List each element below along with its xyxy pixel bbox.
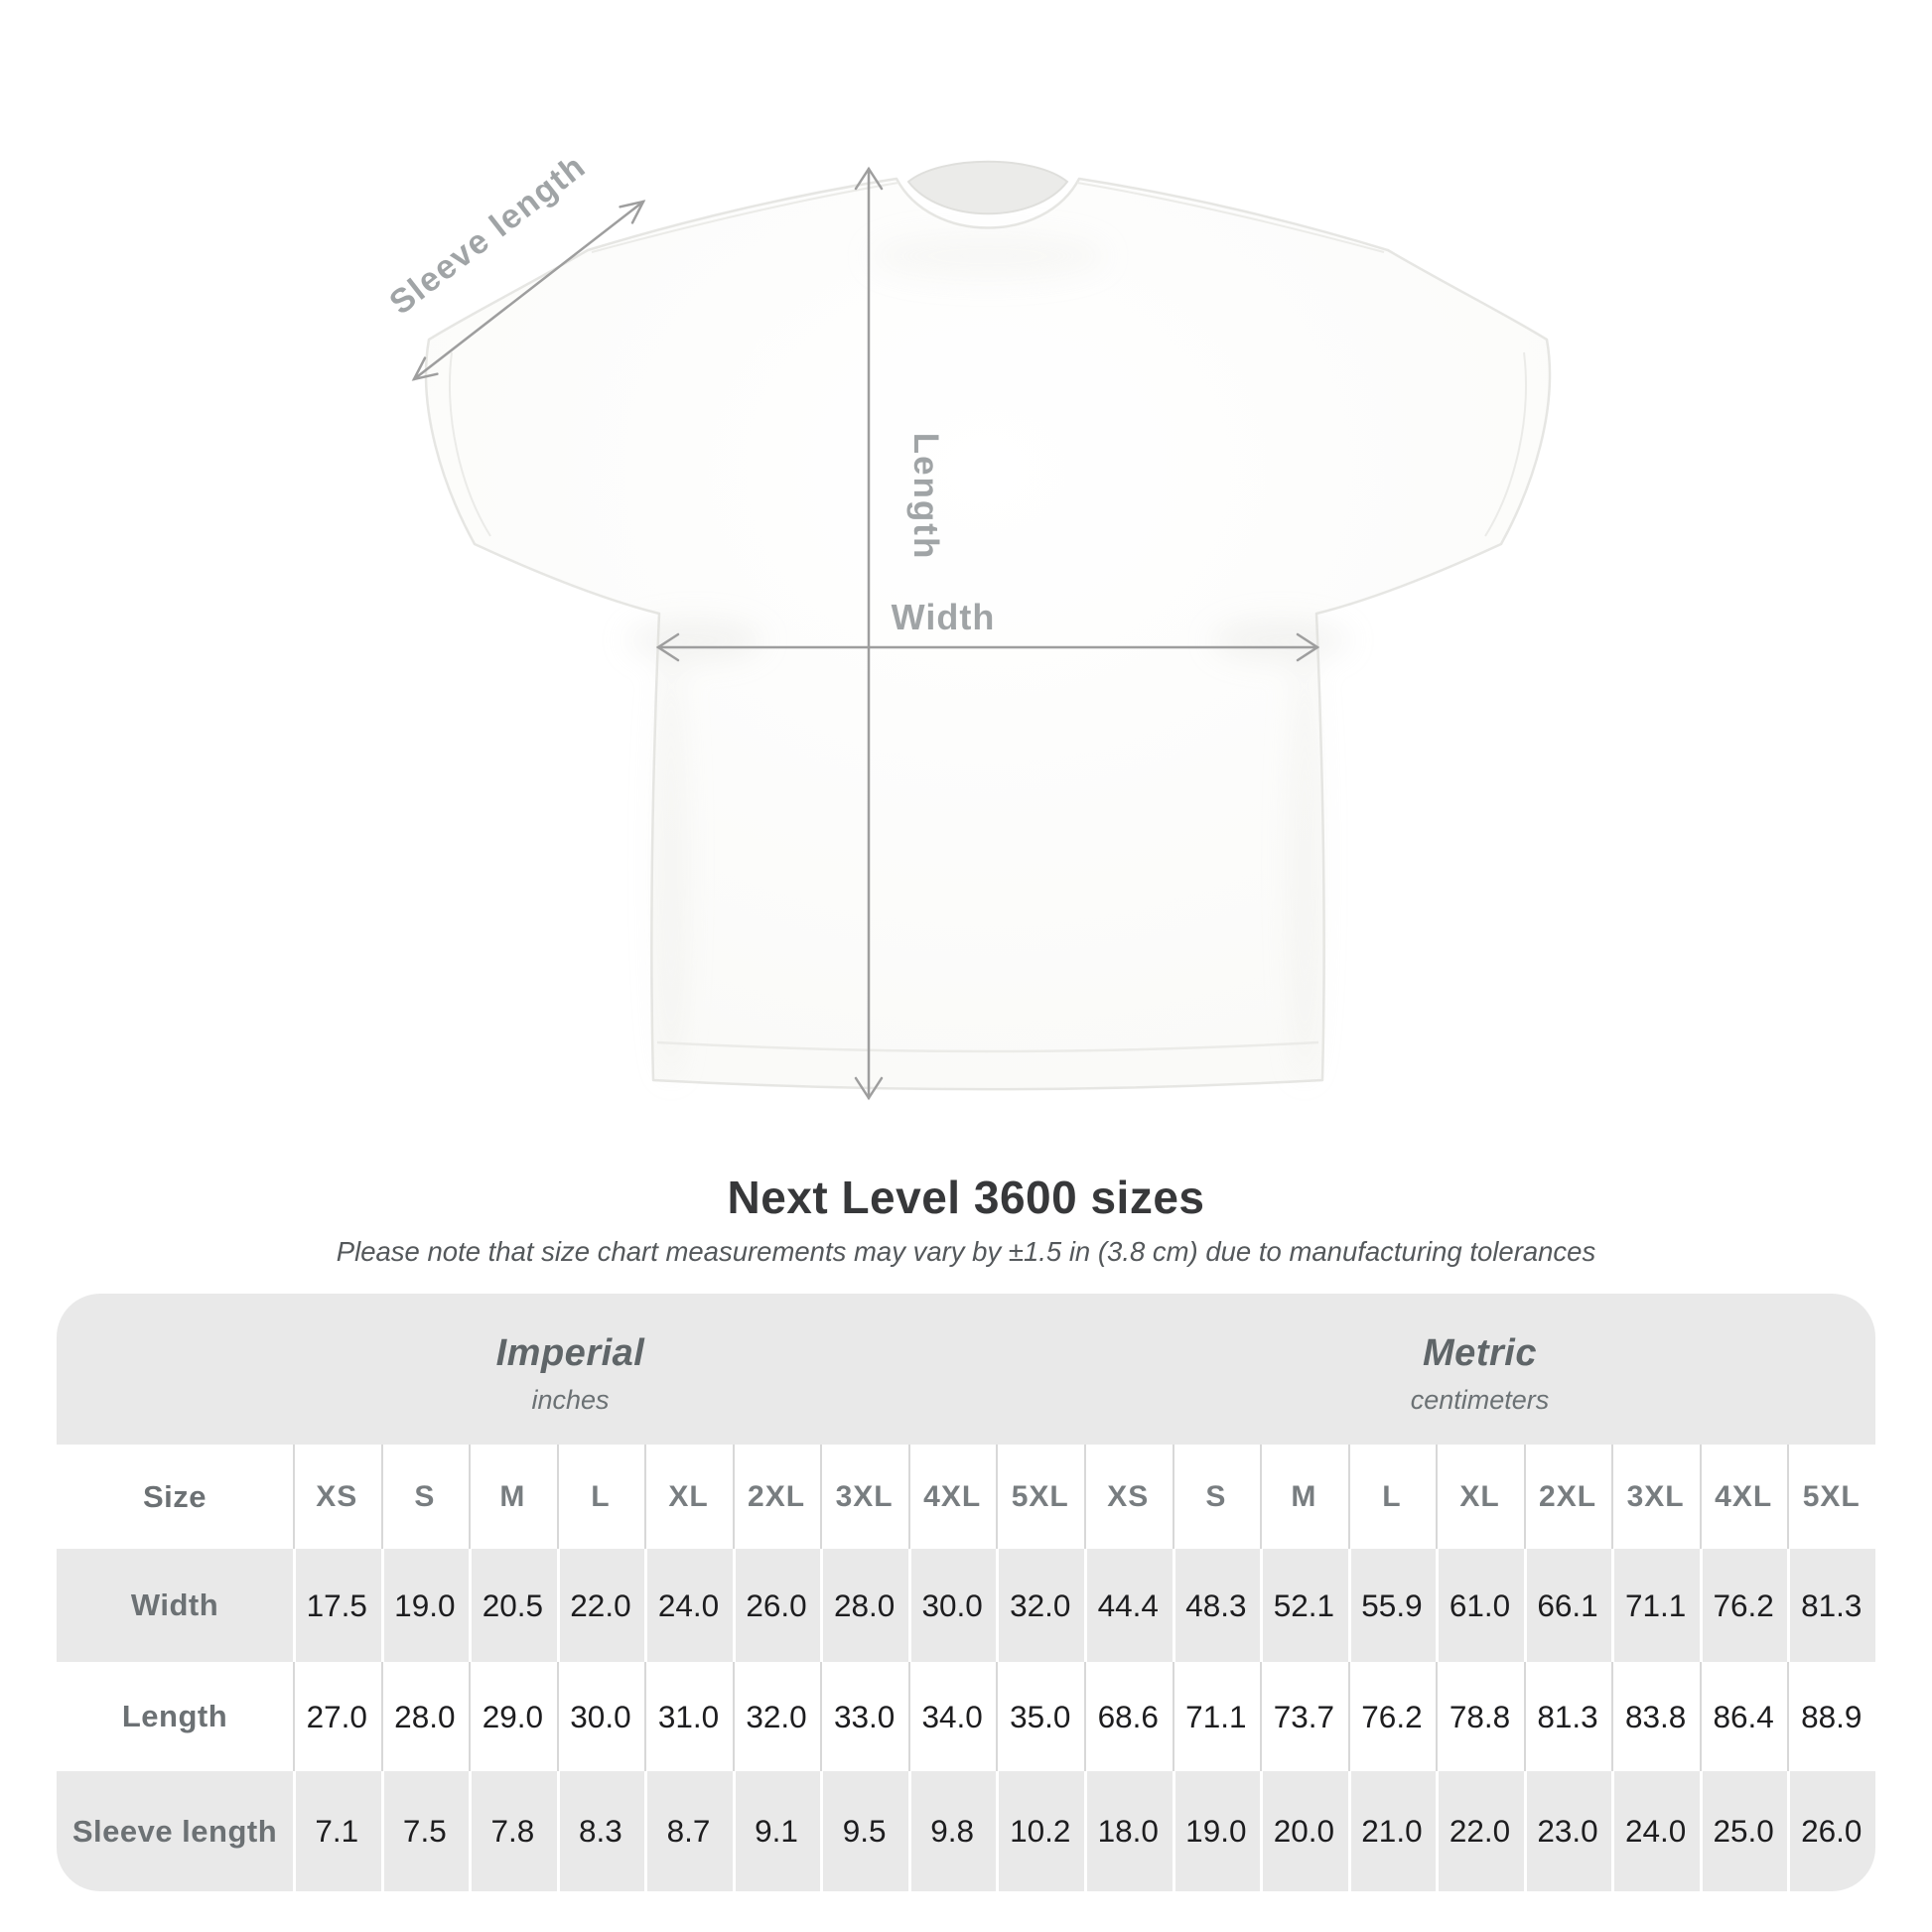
size-value-cell: 27.0 — [293, 1662, 381, 1771]
size-value-cell: 24.0 — [644, 1549, 733, 1662]
length-arrow — [854, 166, 884, 1101]
row-label: Width — [57, 1549, 293, 1662]
measurement-arrows — [411, 166, 1320, 1101]
size-value-cell: 20.5 — [469, 1549, 557, 1662]
imperial-group-header: Imperial inches — [57, 1294, 1084, 1445]
shirt-diagram-svg: Sleeve length Length Width — [382, 147, 1552, 1101]
size-col-header-3xl-metric: 3XL — [1611, 1445, 1700, 1549]
size-col-header-xs-imperial: XS — [293, 1445, 381, 1549]
size-value-cell: 88.9 — [1787, 1662, 1875, 1771]
size-value-cell: 52.1 — [1260, 1549, 1348, 1662]
size-value-cell: 32.0 — [996, 1549, 1084, 1662]
size-value-cell: 34.0 — [907, 1662, 997, 1771]
size-value-cell: 9.1 — [732, 1771, 821, 1891]
size-value-cell: 61.0 — [1436, 1549, 1524, 1662]
size-value-cell: 26.0 — [1787, 1771, 1875, 1891]
size-value-cell: 81.3 — [1523, 1662, 1612, 1771]
size-table: Imperial inches Metric centimeters Size … — [57, 1294, 1875, 1891]
row-label: Sleeve length — [57, 1771, 293, 1891]
size-col-header-l-metric: L — [1347, 1445, 1437, 1549]
size-value-cell: 28.0 — [820, 1549, 908, 1662]
size-col-header-5xl-metric: 5XL — [1787, 1445, 1875, 1549]
size-col-header-l-imperial: L — [556, 1445, 645, 1549]
metric-group-label: Metric — [1423, 1332, 1537, 1374]
size-value-cell: 8.3 — [556, 1771, 645, 1891]
size-value-cell: 17.5 — [293, 1549, 381, 1662]
width-arrow — [655, 632, 1320, 662]
metric-group-unit: centimeters — [1410, 1385, 1550, 1415]
size-value-cell: 35.0 — [996, 1662, 1084, 1771]
fabric-shading — [625, 232, 1350, 1082]
size-value-cell: 7.8 — [469, 1771, 557, 1891]
size-value-cell: 44.4 — [1084, 1549, 1173, 1662]
size-value-cell: 29.0 — [469, 1662, 557, 1771]
size-value-cell: 32.0 — [732, 1662, 821, 1771]
size-value-cell: 48.3 — [1172, 1549, 1261, 1662]
size-value-cell: 76.2 — [1347, 1662, 1437, 1771]
size-value-cell: 21.0 — [1347, 1771, 1437, 1891]
size-value-cell: 81.3 — [1787, 1549, 1875, 1662]
size-value-cell: 71.1 — [1611, 1549, 1700, 1662]
size-value-cell: 8.7 — [644, 1771, 733, 1891]
size-col-header-2xl-imperial: 2XL — [732, 1445, 821, 1549]
size-col-header-xl-imperial: XL — [644, 1445, 733, 1549]
size-value-cell: 18.0 — [1084, 1771, 1173, 1891]
size-value-cell: 19.0 — [1172, 1771, 1261, 1891]
size-value-cell: 22.0 — [1436, 1771, 1524, 1891]
size-value-cell: 7.1 — [293, 1771, 381, 1891]
width-label: Width — [892, 597, 996, 637]
size-col-header-4xl-metric: 4XL — [1699, 1445, 1788, 1549]
size-value-cell: 9.5 — [820, 1771, 908, 1891]
size-value-cell: 30.0 — [907, 1549, 997, 1662]
sleeve-length-arrow — [411, 200, 646, 381]
size-col-header-xl-metric: XL — [1436, 1445, 1524, 1549]
size-value-cell: 83.8 — [1611, 1662, 1700, 1771]
size-col-header-m-imperial: M — [469, 1445, 557, 1549]
size-value-cell: 24.0 — [1611, 1771, 1700, 1891]
size-col-header-s-metric: S — [1172, 1445, 1261, 1549]
size-value-cell: 55.9 — [1347, 1549, 1437, 1662]
metric-group-header: Metric centimeters — [1084, 1294, 1875, 1445]
collar-opening — [906, 160, 1069, 215]
size-corner-header: Size — [57, 1445, 293, 1549]
size-value-cell: 30.0 — [556, 1662, 645, 1771]
size-value-cell: 9.8 — [907, 1771, 997, 1891]
length-label: Length — [906, 433, 945, 561]
page-title: Next Level 3600 sizes — [727, 1172, 1205, 1223]
size-value-cell: 33.0 — [820, 1662, 908, 1771]
size-value-cell: 26.0 — [732, 1549, 821, 1662]
size-value-cell: 28.0 — [380, 1662, 470, 1771]
shirt-measurement-diagram: Sleeve length Length Width — [382, 147, 1552, 1101]
size-value-cell: 68.6 — [1084, 1662, 1173, 1771]
size-col-header-5xl-imperial: 5XL — [996, 1445, 1084, 1549]
size-col-header-xs-metric: XS — [1084, 1445, 1173, 1549]
size-value-cell: 86.4 — [1699, 1662, 1788, 1771]
row-label: Length — [57, 1662, 293, 1771]
size-table-card: Imperial inches Metric centimeters Size … — [57, 1294, 1875, 1891]
size-col-header-m-metric: M — [1260, 1445, 1348, 1549]
size-value-cell: 66.1 — [1523, 1549, 1612, 1662]
size-value-cell: 76.2 — [1699, 1549, 1788, 1662]
size-value-cell: 73.7 — [1260, 1662, 1348, 1771]
size-value-cell: 7.5 — [380, 1771, 470, 1891]
size-value-cell: 25.0 — [1699, 1771, 1788, 1891]
size-col-header-4xl-imperial: 4XL — [907, 1445, 997, 1549]
size-value-cell: 23.0 — [1523, 1771, 1612, 1891]
imperial-group-unit: inches — [531, 1385, 610, 1415]
size-col-header-3xl-imperial: 3XL — [820, 1445, 908, 1549]
size-col-header-s-imperial: S — [380, 1445, 470, 1549]
imperial-group-label: Imperial — [495, 1332, 645, 1374]
size-value-cell: 20.0 — [1260, 1771, 1348, 1891]
size-col-header-2xl-metric: 2XL — [1523, 1445, 1612, 1549]
size-value-cell: 31.0 — [644, 1662, 733, 1771]
seam-lines — [449, 182, 1527, 1053]
size-value-cell: 22.0 — [556, 1549, 645, 1662]
tolerance-note: Please note that size chart measurements… — [336, 1236, 1596, 1267]
size-value-cell: 10.2 — [996, 1771, 1084, 1891]
size-value-cell: 71.1 — [1172, 1662, 1261, 1771]
size-value-cell: 19.0 — [380, 1549, 470, 1662]
size-value-cell: 78.8 — [1436, 1662, 1524, 1771]
